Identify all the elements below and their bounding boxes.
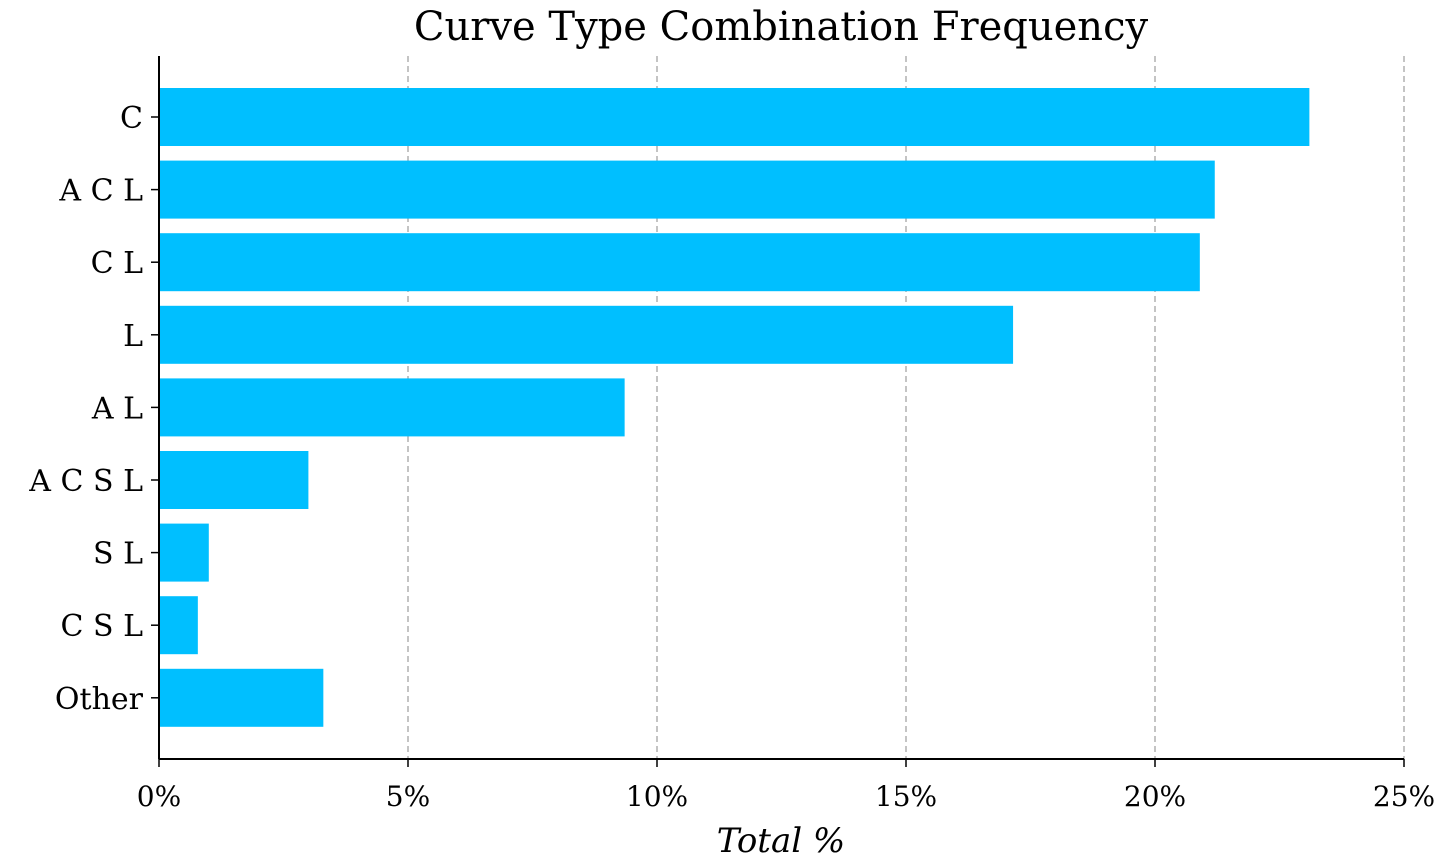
- bar-c-l: [159, 233, 1200, 292]
- bar-a-c-l: [159, 160, 1215, 219]
- bar-s-l: [159, 523, 209, 582]
- bar-c-s-l: [159, 596, 198, 655]
- bar-other: [159, 668, 324, 727]
- y-tick-label: L: [123, 319, 143, 354]
- bar-a-c-s-l: [159, 451, 309, 509]
- y-tick-labels: C A C L C L L A L A C S L S L C S L Other: [28, 101, 159, 717]
- y-tick-label: C: [120, 101, 143, 136]
- x-tick-label: 15%: [875, 780, 937, 813]
- y-tick-label: S L: [93, 537, 143, 572]
- y-tick-label: A C L: [58, 174, 143, 209]
- bar-l: [159, 305, 1014, 364]
- x-tick-label: 25%: [1373, 780, 1435, 813]
- bar-c: [159, 88, 1310, 146]
- chart-title: Curve Type Combination Frequency: [414, 4, 1149, 50]
- bars: [159, 88, 1310, 727]
- x-tick-labels: 0% 5% 10% 15% 20% 25%: [137, 759, 1435, 813]
- x-tick-label: 5%: [386, 780, 430, 813]
- bar-a-l: [159, 378, 625, 437]
- y-tick-label: C L: [91, 246, 143, 281]
- x-tick-label: 0%: [137, 780, 181, 813]
- x-axis-label: Total %: [717, 821, 845, 861]
- y-tick-label: C S L: [61, 609, 144, 644]
- y-tick-label: Other: [55, 682, 144, 717]
- x-tick-label: 20%: [1124, 780, 1186, 813]
- x-tick-label: 10%: [626, 780, 688, 813]
- y-tick-label: A L: [91, 391, 143, 426]
- y-tick-label: A C S L: [28, 464, 143, 499]
